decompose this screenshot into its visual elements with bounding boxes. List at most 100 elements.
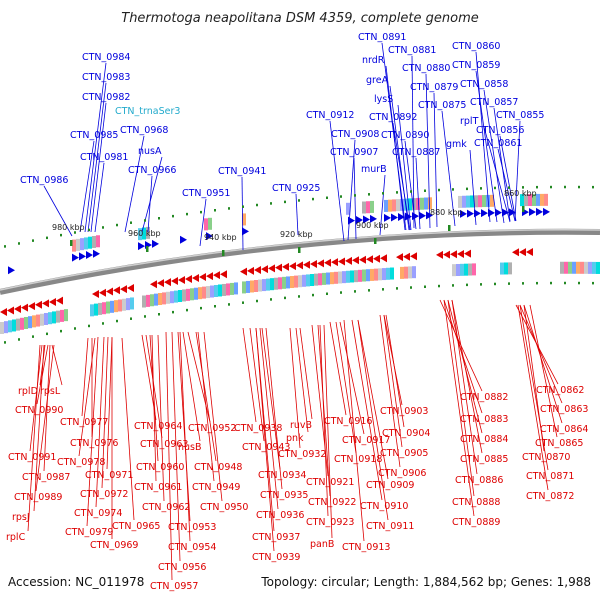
leader-line [329, 120, 345, 242]
gene-label-bottom: CTN_0969 [90, 540, 138, 551]
gene-label-bottom: CTN_0903 [380, 406, 428, 417]
minor-tick [298, 295, 300, 298]
gene-block [350, 270, 354, 283]
gene-label-top: CTN_0983 [82, 72, 130, 83]
reverse-gene-arrow [373, 254, 380, 263]
minor-tick [522, 186, 524, 189]
accession-text: Accession: NC_011978 [8, 575, 144, 589]
reverse-gene-arrow [56, 296, 63, 305]
minor-tick [508, 186, 510, 189]
gene-block [126, 298, 130, 311]
gene-block [32, 315, 36, 328]
gene-block [354, 270, 358, 283]
leader-line [171, 331, 181, 562]
minor-tick [452, 188, 454, 191]
leader-line [187, 331, 211, 423]
gene-block [202, 286, 206, 299]
forward-gene-arrow [8, 266, 15, 275]
leader-line [443, 299, 475, 517]
gene-block [528, 194, 532, 207]
leader-line [182, 331, 201, 442]
gene-block [90, 304, 94, 317]
gene-block [142, 227, 146, 240]
leader-line [95, 336, 105, 508]
gene-label-bottom: CTN_0962 [142, 502, 190, 513]
gene-label-top: CTN_0857 [470, 97, 518, 108]
leader-line [447, 299, 475, 497]
minor-tick [564, 185, 566, 189]
leader-line [343, 319, 365, 542]
gene-block [568, 261, 572, 274]
minor-tick [214, 208, 216, 212]
gene-label-bottom: CTN_0949 [192, 482, 240, 493]
minor-tick [438, 284, 440, 288]
gene-block [226, 283, 230, 296]
reverse-gene-arrow [220, 270, 227, 279]
minor-tick [32, 335, 34, 338]
minor-tick [564, 281, 566, 285]
gene-block [306, 274, 310, 287]
gene-block [166, 291, 170, 304]
reverse-gene-arrow [14, 305, 21, 314]
gene-block [44, 312, 48, 325]
minor-tick [508, 282, 510, 285]
gene-block [98, 302, 102, 315]
gene-label-bottom: CTN_0911 [366, 521, 414, 532]
reverse-gene-arrow [92, 289, 99, 298]
minor-tick [480, 187, 482, 190]
leader-line [84, 62, 107, 233]
gene-block [318, 273, 322, 286]
reverse-gene-arrow [268, 264, 275, 273]
reverse-gene-arrow [106, 287, 113, 296]
reverse-gene-arrow [178, 276, 185, 285]
gene-block [4, 321, 8, 334]
gene-label-bottom: CTN_0948 [194, 462, 242, 473]
leader-line [517, 304, 549, 491]
gene-block [478, 195, 482, 208]
gene-block [150, 294, 154, 307]
reverse-gene-arrow [35, 300, 42, 309]
gene-label-top: CTN_0925 [272, 183, 320, 194]
leader-line [497, 148, 516, 222]
gene-block [20, 317, 24, 330]
gene-block [294, 275, 298, 288]
gene-label-bottom: CTN_0979 [65, 527, 113, 538]
gene-label-bottom: CTN_0923 [306, 517, 354, 528]
gene-label-top: lysS [374, 94, 393, 105]
minor-tick [298, 199, 300, 202]
minor-tick [466, 283, 468, 287]
gene-block [408, 266, 412, 279]
gene-block [466, 195, 470, 208]
gene-block [94, 303, 98, 316]
gene-label-bottom: CTN_0965 [112, 521, 160, 532]
gene-label-bottom: CTN_0937 [252, 532, 300, 543]
genome-title: Thermotoga neapolitana DSM 4359, complet… [121, 11, 479, 26]
gene-label-bottom: rplC [6, 532, 26, 543]
leader-line [295, 193, 299, 236]
minor-tick [438, 188, 440, 192]
leader-line [78, 337, 96, 457]
gene-label-bottom: CTN_0939 [252, 552, 300, 563]
gene-block [370, 200, 374, 213]
minor-tick [214, 304, 216, 308]
minor-tick [382, 288, 384, 291]
kbp-label: 900 kbp [356, 221, 389, 230]
reverse-gene-arrow [526, 248, 533, 257]
minor-tick [284, 296, 286, 300]
reverse-gene-arrow [150, 280, 157, 289]
gene-block [262, 279, 266, 292]
leader-line [265, 327, 283, 490]
gene-block [270, 278, 274, 291]
reverse-gene-arrow [261, 265, 268, 274]
gene-block [564, 261, 568, 274]
gene-label-top: CTN_0855 [496, 110, 544, 121]
kbp-label: 860 kbp [504, 189, 537, 198]
forward-gene-arrow [79, 252, 86, 261]
gene-block [310, 274, 314, 287]
minor-tick [88, 324, 90, 328]
gene-block [378, 268, 382, 281]
minor-tick [116, 223, 118, 227]
gene-block [198, 287, 202, 300]
leader-line [483, 126, 511, 223]
gene-block [462, 195, 466, 208]
